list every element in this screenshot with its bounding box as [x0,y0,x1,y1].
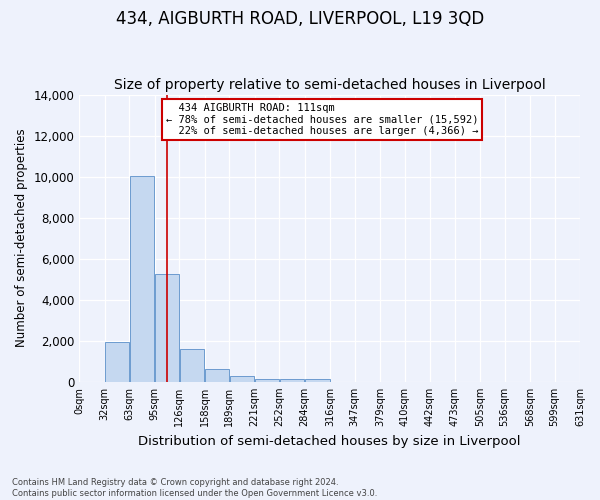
Bar [280,380,304,382]
Y-axis label: Number of semi-detached properties: Number of semi-detached properties [15,129,28,348]
Text: 434, AIGBURTH ROAD, LIVERPOOL, L19 3QD: 434, AIGBURTH ROAD, LIVERPOOL, L19 3QD [116,10,484,28]
Bar [155,274,179,382]
X-axis label: Distribution of semi-detached houses by size in Liverpool: Distribution of semi-detached houses by … [139,434,521,448]
Bar [230,376,254,382]
Text: 434 AIGBURTH ROAD: 111sqm
← 78% of semi-detached houses are smaller (15,592)
  2: 434 AIGBURTH ROAD: 111sqm ← 78% of semi-… [166,103,478,136]
Bar [205,369,229,382]
Bar [179,349,204,382]
Bar [305,380,329,382]
Bar [130,176,154,382]
Bar [255,378,279,382]
Text: Contains HM Land Registry data © Crown copyright and database right 2024.
Contai: Contains HM Land Registry data © Crown c… [12,478,377,498]
Bar [105,342,129,382]
Title: Size of property relative to semi-detached houses in Liverpool: Size of property relative to semi-detach… [114,78,545,92]
